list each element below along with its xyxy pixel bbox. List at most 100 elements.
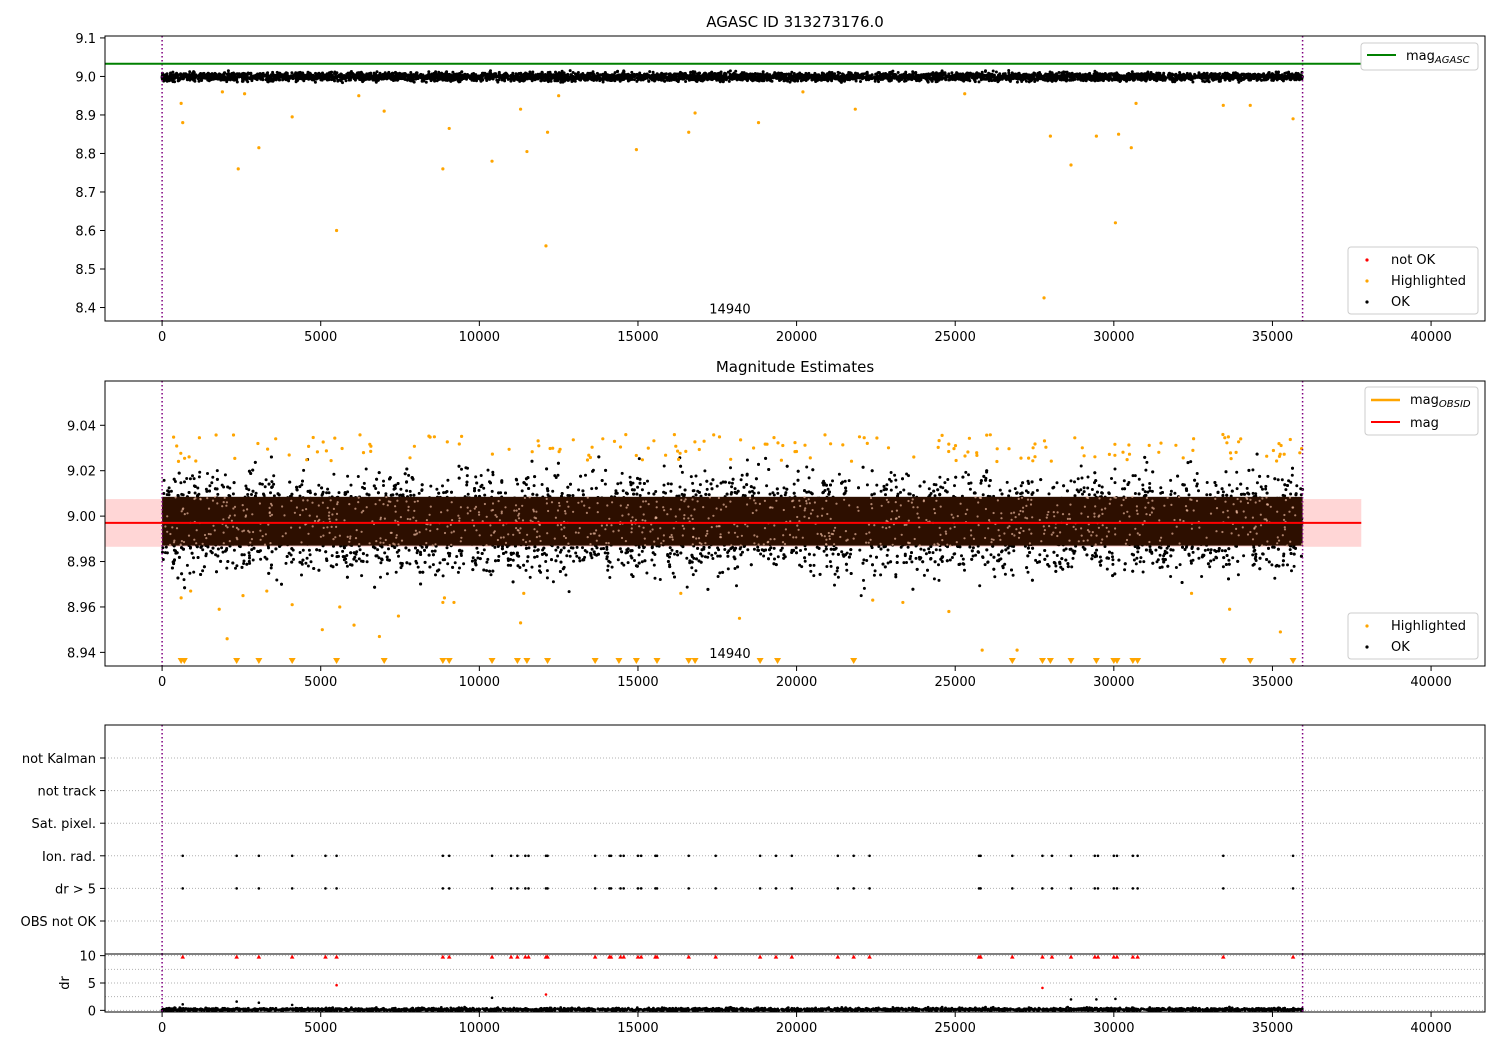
ok-point (290, 71, 294, 75)
ok-point (878, 74, 882, 78)
ok-point (684, 80, 688, 83)
ok-point (478, 74, 482, 78)
ok-point (220, 75, 224, 79)
ok-point (460, 70, 464, 74)
ok-point (1211, 78, 1215, 82)
ok-point (745, 75, 749, 79)
ok-point (1193, 76, 1197, 80)
ok-point (984, 69, 987, 73)
ok-point (640, 76, 644, 80)
ok-point (471, 73, 475, 77)
ok-point (616, 77, 620, 81)
ok-point (542, 79, 546, 82)
ok-point (378, 71, 382, 75)
ok-point (766, 78, 770, 82)
ok-point (859, 80, 862, 83)
ok-point (197, 79, 201, 83)
ok-point (320, 78, 324, 82)
ok-point (929, 77, 933, 81)
ok-point (650, 74, 654, 78)
ok-point (235, 80, 239, 84)
ok-point (1267, 72, 1270, 76)
ok-point (991, 69, 995, 73)
ok-point (750, 77, 754, 81)
ok-point (347, 78, 351, 82)
ok-point (561, 77, 565, 81)
ok-point (283, 73, 286, 77)
ok-point (1110, 78, 1114, 82)
ok-point (566, 73, 570, 77)
ok-point (770, 79, 774, 83)
ok-point (1204, 74, 1208, 78)
ok-point (245, 78, 249, 82)
ok-point (689, 70, 693, 74)
ok-point (210, 74, 214, 78)
ok-point (1188, 75, 1192, 79)
ok-point (1055, 74, 1059, 78)
ok-point (1096, 74, 1100, 78)
ok-point (466, 73, 469, 76)
ok-point (357, 71, 361, 75)
ok-point (236, 72, 240, 76)
ok-point (424, 80, 428, 84)
ok-point (313, 76, 317, 80)
ok-point (583, 78, 587, 81)
ok-point (980, 76, 984, 80)
ok-point (494, 72, 498, 76)
ok-point (517, 77, 521, 81)
ok-point (481, 71, 485, 75)
ok-point (349, 70, 353, 74)
ok-point (196, 74, 200, 78)
ok-point (1081, 79, 1085, 83)
ok-point (531, 76, 535, 80)
ok-point (539, 79, 543, 83)
ok-point (919, 78, 923, 82)
ok-point (1154, 73, 1158, 77)
ok-point (601, 72, 605, 76)
ok-point (553, 79, 557, 83)
ok-point (286, 77, 289, 81)
ok-point (1250, 76, 1254, 80)
ok-point (655, 72, 659, 76)
ok-point (402, 77, 406, 81)
ok-point (1101, 79, 1105, 83)
ok-point (438, 72, 442, 76)
ok-point (196, 77, 200, 81)
ok-point (1127, 76, 1131, 80)
ok-point (1262, 72, 1266, 76)
ok-point (1113, 73, 1116, 76)
ok-point (321, 71, 324, 75)
ok-point (806, 72, 810, 76)
ok-point (1288, 72, 1292, 76)
ok-point (187, 74, 190, 78)
ok-point (877, 71, 880, 74)
ok-point (838, 76, 842, 80)
ok-point (498, 75, 502, 79)
ok-point (340, 74, 344, 78)
ok-point (858, 76, 862, 79)
ok-point (1045, 77, 1049, 81)
ok-point (838, 79, 842, 83)
ok-point (632, 78, 636, 82)
ok-point (1168, 74, 1172, 78)
ok-point (1158, 71, 1162, 75)
ok-point (568, 69, 572, 73)
ok-point (1171, 80, 1175, 84)
ok-point (822, 73, 826, 77)
ok-point (875, 75, 879, 78)
ok-point (897, 79, 901, 83)
ok-point (442, 75, 446, 79)
ok-point (226, 69, 230, 73)
ok-point (595, 76, 599, 80)
ok-point (672, 78, 676, 82)
ok-point (782, 74, 786, 78)
ok-point (760, 75, 764, 79)
ok-point (1193, 72, 1197, 76)
ok-point (935, 80, 939, 83)
ok-point (605, 75, 609, 78)
ok-point (427, 70, 431, 74)
ok-point (653, 76, 657, 80)
ok-point (505, 72, 509, 76)
ok-point (462, 75, 466, 79)
ok-point (302, 79, 306, 83)
